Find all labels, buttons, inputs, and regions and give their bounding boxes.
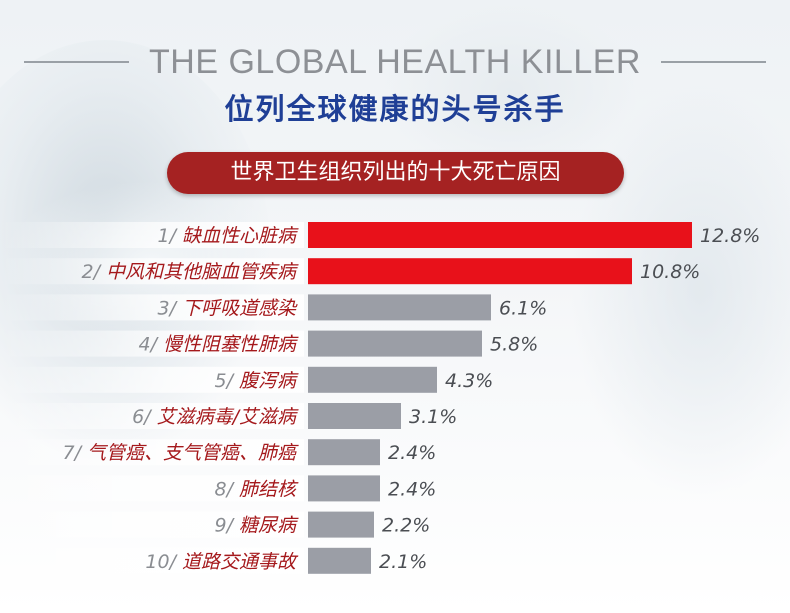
bar-row-4: 4/慢性阻塞性肺病 5.8% (0, 330, 538, 357)
label-band (0, 511, 304, 538)
category-label: 10/道路交通事故 (145, 551, 299, 573)
rank-label: 6/ (132, 406, 153, 428)
rank-label: 5/ (214, 370, 235, 392)
title-rule-right (660, 61, 766, 63)
cause-name: 腹泻病 (239, 370, 299, 392)
rank-label: 2/ (81, 261, 102, 283)
bar-row-6: 6/艾滋病毒/艾滋病 3.1% (0, 403, 457, 429)
value-label: 4.3% (445, 370, 493, 392)
cause-name: 肺结核 (239, 478, 299, 500)
bar (308, 439, 380, 466)
label-band (0, 547, 304, 574)
cause-name: 慢性阻塞性肺病 (163, 334, 299, 356)
cause-name: 气管癌、支气管癌、肺癌 (87, 442, 299, 464)
label-band (0, 366, 304, 393)
english-title: THE GLOBAL HEALTH KILLER (0, 42, 790, 82)
label-band (0, 439, 304, 466)
bar (308, 475, 380, 502)
category-label: 5/腹泻病 (214, 370, 299, 392)
value-label: 12.8% (700, 225, 760, 247)
bar (308, 330, 482, 357)
title-rule-left (24, 61, 130, 63)
label-band (0, 222, 304, 248)
category-label: 9/糖尿病 (214, 515, 299, 537)
rank-label: 10/ (145, 551, 178, 573)
value-label: 2.4% (388, 442, 436, 464)
category-label: 7/气管癌、支气管癌、肺癌 (62, 442, 299, 464)
value-label: 3.1% (409, 406, 457, 428)
bar-row-9: 9/糖尿病 2.2% (0, 511, 430, 538)
category-label: 6/艾滋病毒/艾滋病 (132, 406, 299, 428)
category-label: 2/中风和其他脑血管疾病 (81, 261, 299, 283)
bar-row-5: 5/腹泻病 4.3% (0, 366, 493, 393)
cause-name: 道路交通事故 (182, 551, 299, 573)
value-label: 2.4% (388, 478, 436, 500)
rank-label: 9/ (214, 515, 235, 537)
rank-label: 4/ (138, 334, 159, 356)
cause-name: 缺血性心脏病 (182, 225, 299, 247)
bar-row-8: 8/肺结核 2.4% (0, 475, 436, 502)
bar (308, 366, 437, 393)
label-band (0, 475, 304, 502)
cause-name: 下呼吸道感染 (182, 297, 298, 319)
bar (308, 258, 632, 285)
bar-row-10: 10/道路交通事故 2.1% (0, 547, 427, 574)
label-band (0, 294, 304, 321)
bar (308, 547, 371, 574)
chinese-title: 位列全球健康的头号杀手 (224, 92, 566, 126)
value-label: 6.1% (499, 297, 547, 319)
bar-row-3: 3/下呼吸道感染 6.1% (0, 294, 547, 321)
bar (308, 294, 491, 321)
category-label: 3/下呼吸道感染 (157, 297, 298, 319)
rank-label: 1/ (157, 225, 178, 247)
label-band (0, 330, 304, 357)
bar-row-1: 1/缺血性心脏病 12.8% (0, 222, 760, 248)
chart-subtitle-pill: 世界卫生组织列出的十大死亡原因 (167, 152, 624, 194)
label-band (0, 403, 304, 429)
bar (308, 403, 401, 429)
bar (308, 511, 374, 538)
bar-row-7: 7/气管癌、支气管癌、肺癌 2.4% (0, 439, 436, 466)
value-label: 2.2% (382, 515, 430, 537)
rank-label: 8/ (214, 478, 235, 500)
value-label: 10.8% (640, 261, 700, 283)
category-label: 4/慢性阻塞性肺病 (138, 334, 299, 356)
cause-name: 中风和其他脑血管疾病 (106, 261, 299, 283)
value-label: 5.8% (490, 334, 538, 356)
cause-name: 糖尿病 (239, 515, 299, 537)
category-label: 1/缺血性心脏病 (157, 225, 299, 247)
label-band (0, 258, 304, 285)
value-label: 2.1% (379, 551, 427, 573)
rank-label: 7/ (62, 442, 83, 464)
rank-label: 3/ (157, 297, 178, 319)
category-label: 8/肺结核 (214, 478, 299, 500)
bar-row-2: 2/中风和其他脑血管疾病 10.8% (0, 258, 700, 285)
english-title-text: THE GLOBAL HEALTH KILLER (149, 42, 641, 81)
bar (308, 222, 692, 248)
cause-name: 艾滋病毒/艾滋病 (157, 406, 299, 428)
